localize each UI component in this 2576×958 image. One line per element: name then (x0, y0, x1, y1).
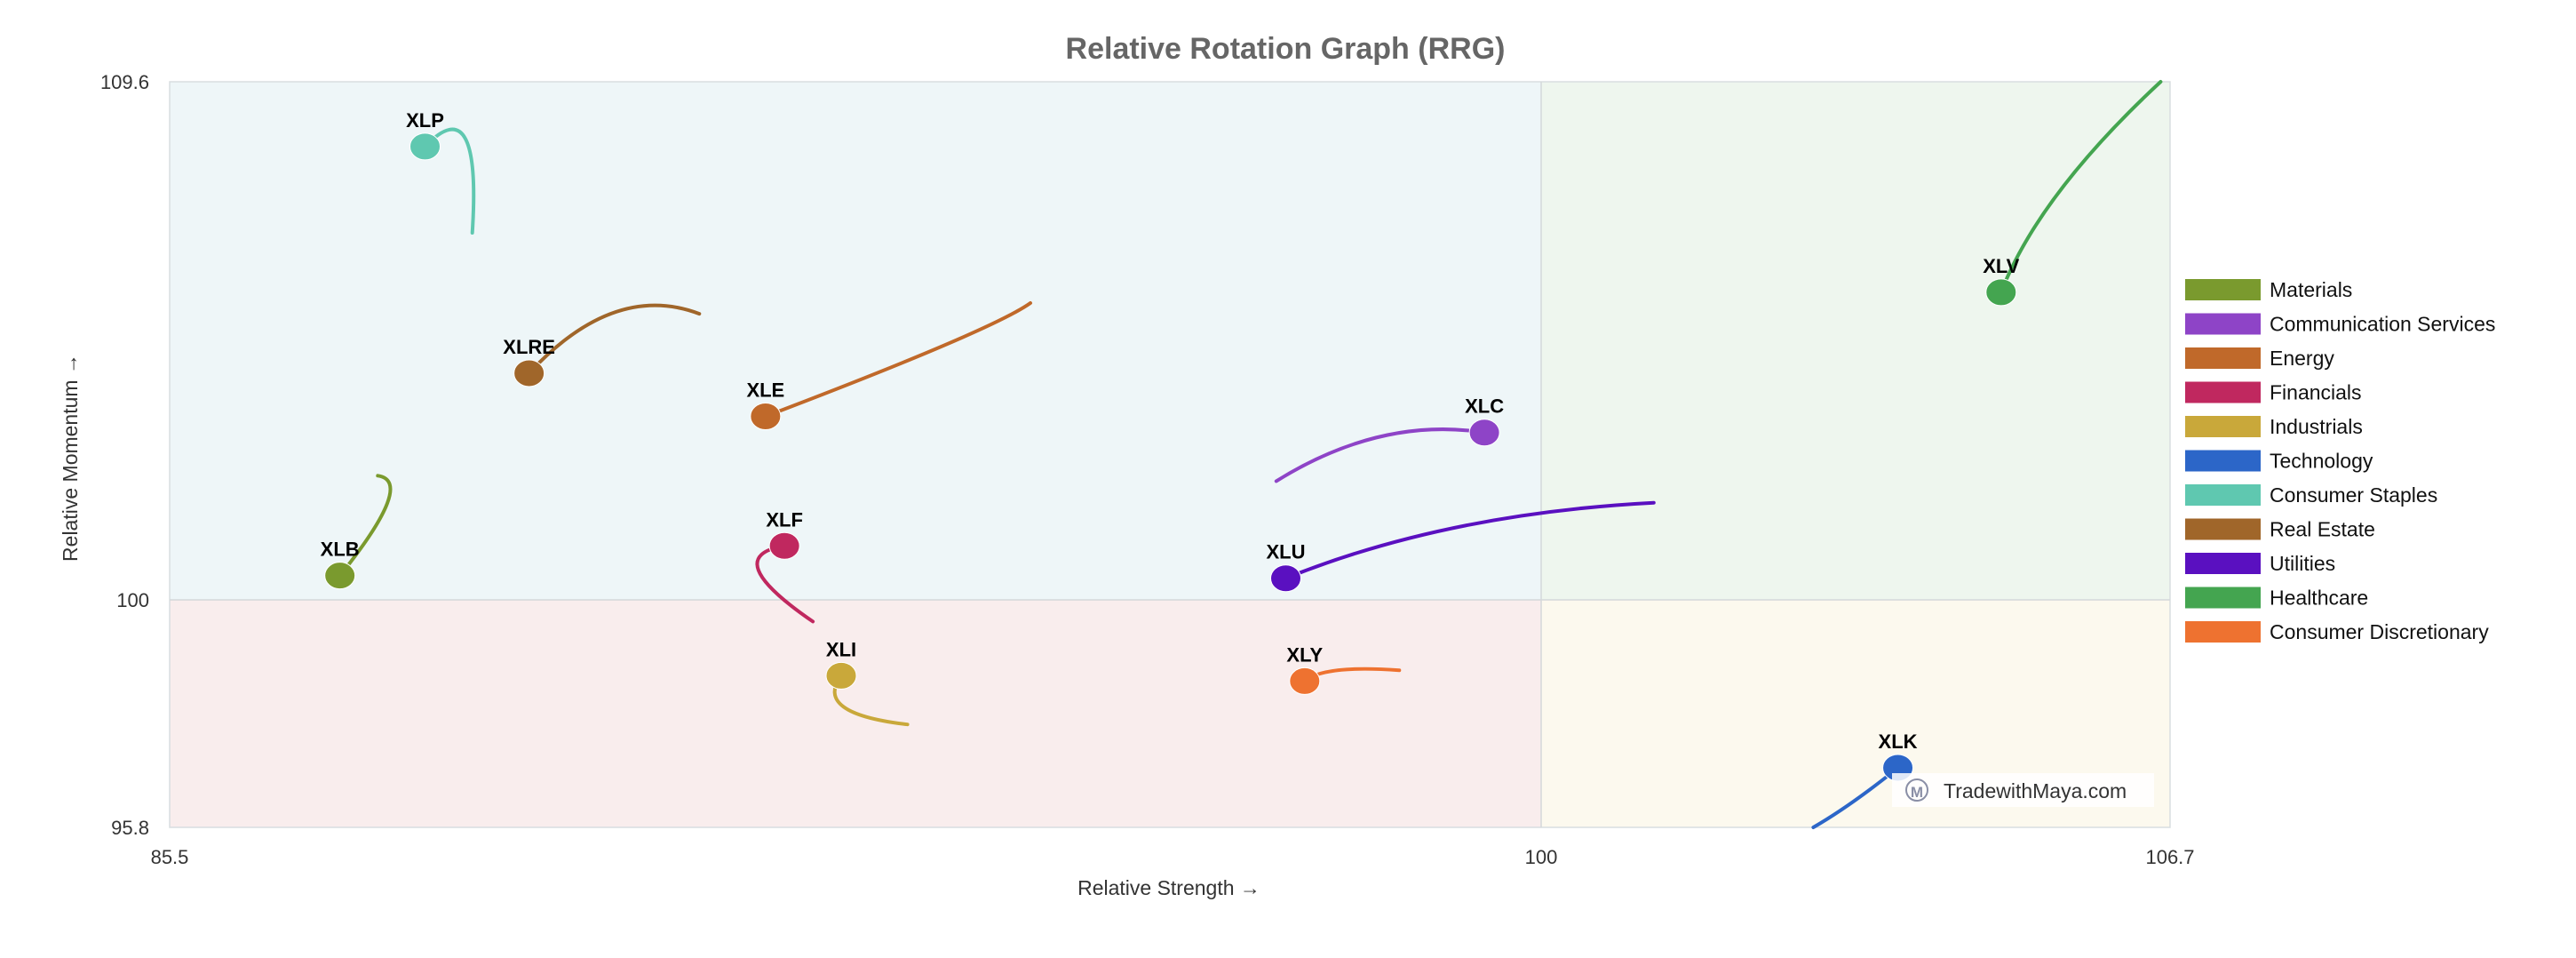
legend-swatch (2185, 416, 2261, 437)
legend-swatch (2185, 587, 2261, 609)
label-xlv: XLV (1983, 255, 2019, 277)
x-tick-label: 106.7 (2145, 846, 2194, 868)
m-circle-icon: M (1905, 778, 1928, 802)
label-xlb: XLB (321, 539, 360, 561)
legend-label: Communication Services (2270, 313, 2495, 336)
legend-label: Utilities (2270, 552, 2335, 575)
legend-label: Materials (2270, 278, 2352, 301)
plot-border (169, 81, 2171, 828)
head-xlf[interactable] (768, 531, 800, 560)
head-xlp[interactable] (409, 132, 441, 161)
legend-swatch (2185, 553, 2261, 574)
head-xle[interactable] (750, 403, 782, 431)
head-xlu[interactable] (1269, 564, 1301, 593)
legend-item-xlv[interactable]: Healthcare (2185, 587, 2368, 610)
legend-label: Energy (2270, 347, 2334, 370)
axis-ticks: 85.5 100 106.7 109.6 100 95.8 (100, 71, 2195, 868)
chart-title: Relative Rotation Graph (RRG) (1066, 32, 1506, 66)
tail-xlp (423, 127, 476, 235)
legend-swatch (2185, 313, 2261, 335)
y-axis-label: Relative Momentum → (59, 354, 82, 562)
label-xli: XLI (826, 638, 856, 660)
x-axis-label: Relative Strength → (1077, 876, 1260, 899)
legend-swatch (2185, 347, 2261, 369)
legend-item-xlk[interactable]: Technology (2185, 450, 2373, 473)
legend-label: Consumer Discretionary (2270, 620, 2489, 643)
legend-item-xlu[interactable]: Utilities (2185, 552, 2335, 575)
legend-label: Financials (2270, 381, 2362, 404)
label-xlu: XLU (1266, 541, 1305, 563)
label-xlk: XLK (1879, 730, 1918, 753)
label-xlf: XLF (766, 508, 803, 531)
legend-label: Real Estate (2270, 518, 2375, 541)
tail-xlc (1274, 427, 1487, 483)
label-xle: XLE (746, 379, 784, 402)
legend-item-xle[interactable]: Energy (2185, 347, 2334, 370)
label-xlp: XLP (406, 109, 444, 132)
watermark: M TradewithMaya.com (1892, 773, 2154, 807)
quadrant-top-right (1541, 82, 2170, 600)
legend-item-xly[interactable]: Consumer Discretionary (2185, 620, 2489, 643)
head-xlre[interactable] (513, 359, 545, 387)
y-tick-label: 109.6 (100, 71, 149, 93)
label-xlc: XLC (1465, 395, 1504, 418)
legend-swatch (2185, 518, 2261, 540)
tail-xlu (1284, 500, 1656, 580)
legend-label: Healthcare (2270, 587, 2368, 610)
quadrants (169, 81, 2171, 828)
series-heads: XLB XLC XLE XLF XLI XLK XLP XLRE XLU XLV XLY (321, 109, 2020, 782)
head-xli[interactable] (825, 661, 857, 690)
y-tick-label: 95.8 (111, 817, 149, 839)
legend-item-xlc[interactable]: Communication Services (2185, 313, 2495, 336)
legend-swatch (2185, 450, 2261, 472)
label-xlre: XLRE (503, 336, 555, 358)
legend-label: Industrials (2270, 415, 2363, 438)
legend-item-xlp[interactable]: Consumer Staples (2185, 483, 2437, 507)
head-xlv[interactable] (1985, 278, 2017, 307)
label-xly: XLY (1286, 643, 1323, 666)
head-xlc[interactable] (1468, 419, 1500, 447)
legend-swatch (2185, 279, 2261, 300)
legend-label: Consumer Staples (2270, 483, 2437, 507)
head-xlb[interactable] (324, 562, 356, 590)
legend-item-xlre[interactable]: Real Estate (2185, 518, 2375, 541)
quadrant-top-left (170, 82, 1541, 600)
legend-swatch (2185, 484, 2261, 506)
tail-xlv (1999, 80, 2163, 294)
tail-xle (763, 301, 1032, 419)
legend-label: Technology (2270, 450, 2373, 473)
series-tails (338, 80, 2163, 829)
x-tick-label: 100 (1525, 846, 1558, 868)
head-xly[interactable] (1289, 667, 1321, 695)
legend-item-xlf[interactable]: Financials (2185, 381, 2362, 404)
watermark-text: TradewithMaya.com (1944, 779, 2127, 802)
x-tick-label: 85.5 (151, 846, 189, 868)
legend-item-xlb[interactable]: Materials (2185, 278, 2352, 301)
y-tick-label: 100 (116, 589, 149, 611)
svg-text:M: M (1911, 784, 1923, 801)
tail-xlre (527, 303, 702, 375)
legend-item-xli[interactable]: Industrials (2185, 415, 2363, 438)
legend-swatch (2185, 381, 2261, 403)
legend: Materials Communication Services Energy Fin… (2185, 278, 2495, 643)
tail-xlb (338, 474, 393, 578)
legend-swatch (2185, 621, 2261, 643)
